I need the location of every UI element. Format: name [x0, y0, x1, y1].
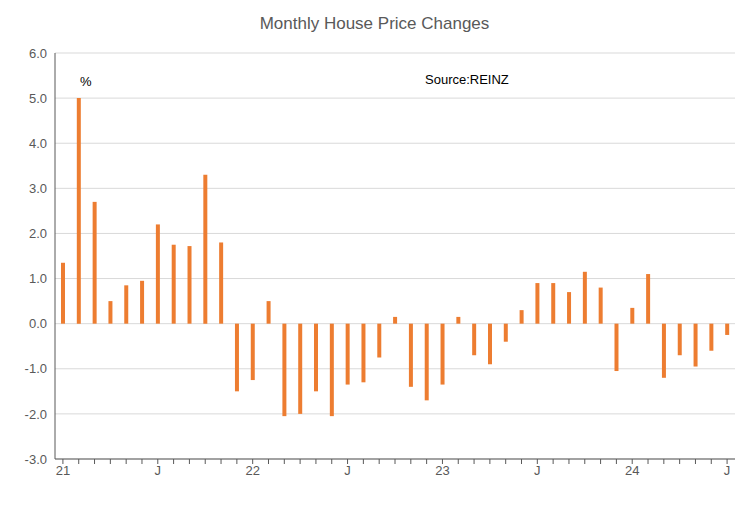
svg-text:J: J [534, 463, 541, 478]
svg-text:24: 24 [625, 463, 639, 478]
svg-text:J: J [344, 463, 351, 478]
svg-text:-1.0: -1.0 [25, 361, 47, 376]
svg-text:J: J [724, 463, 731, 478]
svg-text:21: 21 [56, 463, 70, 478]
svg-text:4.0: 4.0 [29, 136, 47, 151]
svg-text:-2.0: -2.0 [25, 407, 47, 422]
svg-text:6.0: 6.0 [29, 46, 47, 61]
svg-text:2.0: 2.0 [29, 226, 47, 241]
svg-text:-3.0: -3.0 [25, 452, 47, 467]
html-text:Monthly House Price Changes: Monthly House Price Changes [259, 14, 490, 33]
svg-text:5.0: 5.0 [29, 91, 47, 106]
svg-text:3.0: 3.0 [29, 181, 47, 196]
svg-text:0.0: 0.0 [29, 316, 47, 331]
html-text:Source:REINZ: Source:REINZ [425, 72, 509, 87]
svg-text:J: J [155, 463, 162, 478]
svg-text:23: 23 [435, 463, 449, 478]
svg-text:1.0: 1.0 [29, 271, 47, 286]
svg-text:22: 22 [245, 463, 259, 478]
